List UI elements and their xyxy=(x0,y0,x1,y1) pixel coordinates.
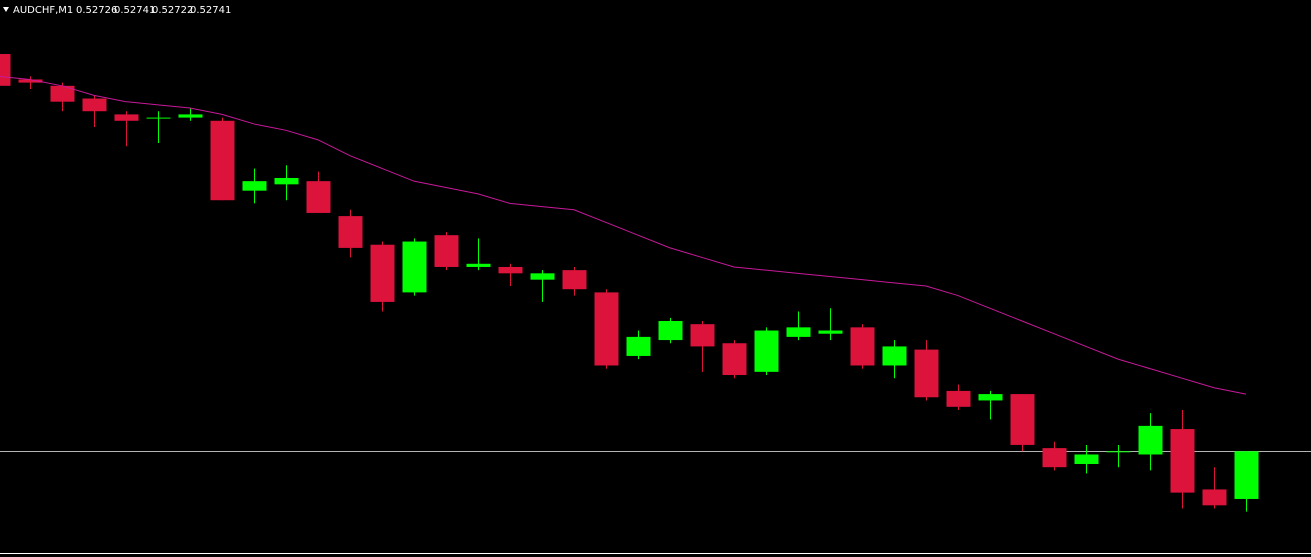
candle-body xyxy=(434,235,459,267)
candle-body xyxy=(978,394,1003,401)
candle-body xyxy=(1138,425,1163,455)
candle-body xyxy=(690,324,715,347)
candle-body xyxy=(914,349,939,398)
symbol-title: AUDCHF,M1 xyxy=(13,5,73,16)
candle-body xyxy=(370,244,395,302)
candle-body xyxy=(402,241,427,293)
candle-body xyxy=(466,263,491,267)
candle-body xyxy=(338,216,363,248)
ohlc-low: 0.52722 xyxy=(152,5,193,16)
candle-body xyxy=(658,320,683,341)
candle-body xyxy=(242,181,267,191)
candle-body xyxy=(178,114,203,118)
ohlc-high: 0.52741 xyxy=(114,5,155,16)
candle-body xyxy=(1202,489,1227,506)
candle-body xyxy=(626,336,651,356)
candle-body xyxy=(210,120,235,201)
candle-body xyxy=(1234,451,1259,499)
candle-body xyxy=(146,117,171,119)
moving-average xyxy=(0,75,1247,395)
candle-body xyxy=(882,346,907,366)
candle-body xyxy=(50,85,75,102)
candle-body xyxy=(850,327,875,366)
candle-body xyxy=(722,343,747,376)
candle-body xyxy=(946,390,971,407)
candle-body xyxy=(786,327,811,337)
candle-body xyxy=(114,114,139,121)
candle-body xyxy=(530,273,555,280)
ohlc-close: 0.52741 xyxy=(190,5,231,16)
candle-body xyxy=(82,98,107,112)
candle-body xyxy=(1010,394,1035,445)
candle-body xyxy=(18,79,43,83)
candle-body xyxy=(0,54,11,86)
menu-arrow[interactable] xyxy=(3,7,9,12)
candle-body xyxy=(306,181,331,213)
candle-body xyxy=(562,270,587,290)
candle-body xyxy=(1170,429,1195,493)
candle-body xyxy=(594,292,619,366)
candle-body xyxy=(1074,454,1099,465)
candle-body xyxy=(498,266,523,274)
candle-body xyxy=(274,177,299,185)
candle-body xyxy=(754,330,779,372)
candle-body xyxy=(1106,451,1131,453)
ohlc-open: 0.52726 xyxy=(76,5,117,16)
candle-body xyxy=(818,330,843,334)
candle-body xyxy=(1042,448,1067,468)
